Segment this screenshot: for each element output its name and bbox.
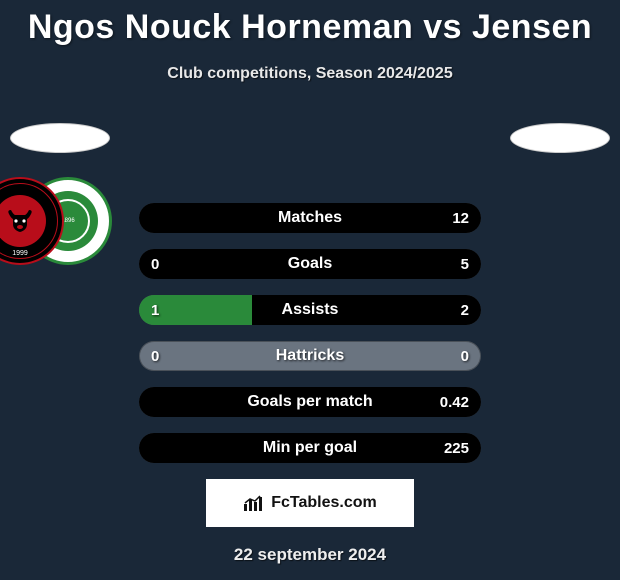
brand-text: FcTables.com xyxy=(271,494,377,512)
stat-label: Hattricks xyxy=(139,341,481,371)
stat-row: Matches12 xyxy=(139,203,481,233)
stat-row: Goals per match0.42 xyxy=(139,387,481,417)
club-right-year: 1999 xyxy=(0,250,62,257)
brand-chart-icon xyxy=(243,494,265,512)
bull-icon xyxy=(3,204,37,238)
subtitle: Club competitions, Season 2024/2025 xyxy=(0,65,620,83)
stat-value-left: 0 xyxy=(151,341,159,371)
flag-left xyxy=(10,123,110,153)
stat-row: Min per goal225 xyxy=(139,433,481,463)
brand-box: FcTables.com xyxy=(206,479,414,527)
comparison-content: 1896 1999 Matches12Goals05Assists12Hattr… xyxy=(0,115,620,565)
stat-label: Matches xyxy=(139,203,481,233)
stat-row: Goals0 5 xyxy=(139,249,481,279)
stat-value-left: 1 xyxy=(151,295,159,325)
date-text: 22 september 2024 xyxy=(0,545,620,565)
stat-value-right: 5 xyxy=(461,249,469,279)
stat-rows: Matches12Goals05Assists12Hattricks00Goal… xyxy=(139,203,481,463)
stat-label: Goals xyxy=(139,249,481,279)
stat-label: Assists xyxy=(139,295,481,325)
stat-row: Hattricks0 0 xyxy=(139,341,481,371)
stat-value-right: 0 xyxy=(461,341,469,371)
stat-value-right: 225 xyxy=(444,433,469,463)
stat-value-left: 0 xyxy=(151,249,159,279)
flag-right xyxy=(510,123,610,153)
stat-row: Assists1 2 xyxy=(139,295,481,325)
stat-label: Min per goal xyxy=(139,433,481,463)
stat-value-right: 0.42 xyxy=(440,387,469,417)
stat-value-right: 12 xyxy=(452,203,469,233)
stat-value-right: 2 xyxy=(461,295,469,325)
page-title: Ngos Nouck Horneman vs Jensen xyxy=(0,0,620,47)
stat-label: Goals per match xyxy=(139,387,481,417)
